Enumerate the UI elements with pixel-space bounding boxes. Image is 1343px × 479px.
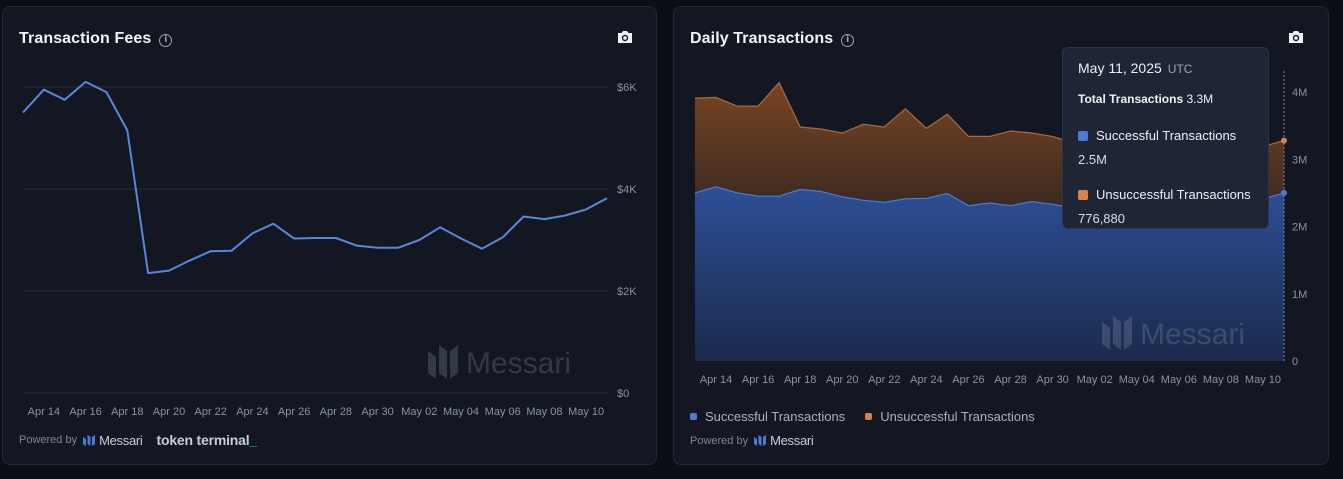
x-tick-label: Apr 20: [153, 406, 185, 418]
token-terminal-logo[interactable]: token terminal_: [156, 432, 258, 448]
messari-watermark-icon: [1102, 316, 1132, 350]
camera-icon[interactable]: [1287, 28, 1305, 46]
x-tick-label: May 04: [1119, 374, 1155, 386]
x-tick-label: Apr 28: [320, 406, 352, 418]
x-tick-label: May 08: [1203, 374, 1239, 386]
camera-icon[interactable]: [616, 28, 634, 46]
messari-logo-icon: [754, 435, 767, 446]
tooltip-series2-label: Unsuccessful Transactions: [1096, 187, 1251, 202]
x-tick-label: Apr 24: [910, 374, 942, 386]
x-tick-label: Apr 22: [195, 406, 227, 418]
transaction-fees-card: Transaction Fees i $0 $2K $4K $6K Messari Apr …: [2, 6, 657, 465]
legend-swatch-unsuccessful: [865, 413, 873, 420]
x-tick-label: Apr 26: [278, 406, 310, 418]
messari-watermark-icon: [428, 345, 458, 379]
messari-logo[interactable]: Messari: [83, 432, 143, 448]
tooltip-series1-label: Successful Transactions: [1096, 128, 1237, 143]
tooltip-date: May 11, 2025: [1078, 60, 1162, 76]
x-tick-label: Apr 22: [868, 374, 900, 386]
tooltip-total-row: Total Transactions 3.3M: [1078, 92, 1253, 106]
y-tick-label: 3M: [1292, 154, 1307, 166]
x-tick-label: Apr 26: [952, 374, 984, 386]
x-tick-label: May 06: [1161, 374, 1197, 386]
powered-by-label: Powered by: [19, 434, 78, 446]
x-tick-label: Apr 18: [784, 374, 816, 386]
y-tick-label: 2M: [1292, 222, 1307, 234]
y-tick-label: 0: [1292, 356, 1298, 368]
x-tick-label: Apr 16: [69, 406, 101, 418]
tooltip-swatch-unsuccessful: [1078, 189, 1088, 200]
messari-logo-text: Messari: [770, 433, 814, 448]
tooltip-date-row: May 11, 2025 UTC: [1078, 60, 1253, 78]
messari-watermark-text: Messari: [466, 347, 571, 380]
tx-legend: Successful Transactions Unsuccessful Tra…: [690, 409, 1035, 424]
legend-label-unsuccessful: Unsuccessful Transactions: [880, 409, 1035, 424]
messari-watermark-text: Messari: [1140, 318, 1245, 351]
tooltip-total-value: 3.3M: [1186, 92, 1214, 106]
fees-title: Transaction Fees: [19, 30, 152, 47]
messari-watermark: Messari: [428, 345, 571, 380]
fees-footer: Powered by Messari token terminal_: [19, 432, 257, 448]
y-tick-label: $2K: [617, 286, 637, 298]
chart-tooltip: May 11, 2025 UTC Total Transactions 3.3M …: [1062, 47, 1269, 229]
info-icon[interactable]: i: [841, 34, 855, 47]
successful-area: [695, 186, 1284, 361]
legend-label-successful: Successful Transactions: [705, 409, 846, 424]
legend-swatch-successful: [690, 413, 697, 420]
token-terminal-underscore: _: [249, 432, 257, 448]
messari-watermark: Messari: [1102, 316, 1245, 351]
x-tick-label: May 02: [1077, 374, 1113, 386]
tooltip-series-successful: Successful Transactions: [1078, 128, 1253, 143]
fees-chart: $0 $2K $4K $6K Messari Apr 14 Apr 16 Apr 18 Apr …: [22, 80, 637, 418]
x-tick-label: May 08: [526, 406, 562, 418]
fees-series-line: [22, 80, 608, 275]
tooltip-series-unsuccessful: Unsuccessful Transactions: [1078, 187, 1253, 202]
token-terminal-text: token terminal: [156, 432, 250, 448]
x-tick-label: May 02: [401, 406, 437, 418]
legend-item-unsuccessful[interactable]: Unsuccessful Transactions: [865, 409, 1035, 424]
tooltip-total-label: Total Transactions: [1078, 92, 1184, 106]
x-tick-label: Apr 14: [28, 406, 60, 418]
x-tick-label: May 10: [568, 406, 604, 418]
messari-logo[interactable]: Messari: [754, 433, 814, 448]
x-tick-label: Apr 30: [1036, 374, 1068, 386]
x-tick-label: Apr 16: [742, 374, 774, 386]
y-tick-label: $6K: [617, 82, 637, 94]
legend-item-successful[interactable]: Successful Transactions: [690, 409, 845, 424]
powered-by-label: Powered by: [690, 434, 749, 447]
x-tick-label: May 10: [1245, 374, 1281, 386]
y-tick-label: $0: [617, 388, 629, 400]
x-tick-label: Apr 30: [361, 406, 393, 418]
x-tick-label: Apr 18: [111, 406, 143, 418]
hover-marker-unsuccessful: [1281, 137, 1287, 144]
x-tick-label: Apr 28: [994, 374, 1026, 386]
x-tick-label: May 04: [443, 406, 479, 418]
messari-logo-text: Messari: [99, 432, 143, 448]
x-tick-label: May 06: [485, 406, 521, 418]
tooltip-swatch-successful: [1078, 130, 1088, 141]
tooltip-timezone: UTC: [1167, 62, 1193, 76]
info-icon[interactable]: i: [159, 34, 173, 47]
y-tick-label: 4M: [1292, 87, 1307, 99]
fees-title-row: Transaction Fees i: [19, 30, 173, 48]
x-tick-label: Apr 20: [826, 374, 858, 386]
messari-logo-icon: [83, 434, 96, 446]
x-tick-label: Apr 24: [236, 406, 268, 418]
tooltip-series2-value: 776,880: [1078, 211, 1125, 226]
y-tick-label: $4K: [617, 184, 637, 196]
y-tick-label: 1M: [1292, 289, 1307, 301]
tx-title-row: Daily Transactions i: [690, 30, 855, 48]
x-tick-label: Apr 14: [700, 374, 732, 386]
hover-marker-successful: [1281, 189, 1287, 196]
tx-footer: Powered by Messari: [690, 433, 814, 448]
tx-title: Daily Transactions: [690, 30, 834, 47]
tooltip-series1-value: 2.5M: [1078, 152, 1107, 167]
daily-transactions-card: Daily Transactions i Messari 0 1M 2M 3M 4M Apr …: [673, 6, 1329, 465]
